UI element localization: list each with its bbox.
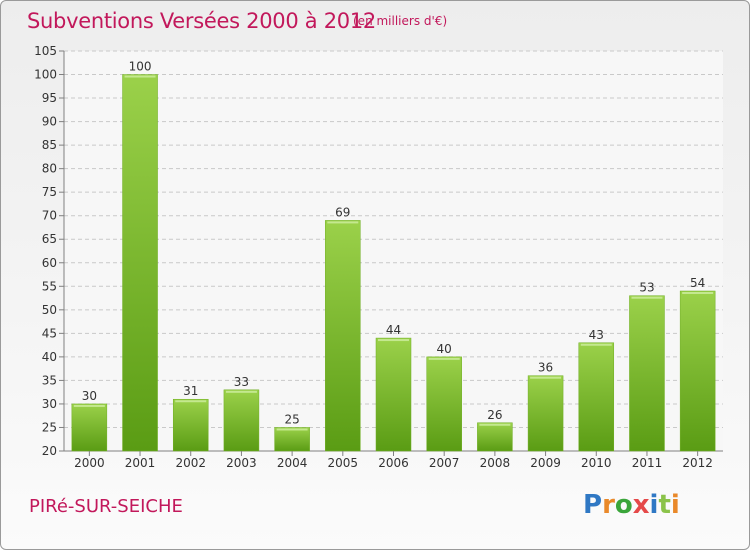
data-label-2008: 26 [487,408,502,422]
y-tick-label: 45 [42,326,57,340]
y-tick-label: 55 [42,279,57,293]
bar-highlight [276,428,308,431]
x-tick-label: 2002 [175,456,206,470]
data-label-2007: 40 [437,342,452,356]
y-tick-label: 95 [42,91,57,105]
data-label-2001: 100 [129,60,152,74]
bar-2011 [629,295,665,452]
y-tick-label: 75 [42,185,57,199]
y-tick-label: 100 [34,68,57,82]
y-tick-label: 25 [42,420,57,434]
x-tick-label: 2006 [378,456,409,470]
x-tick-label: 2000 [74,456,105,470]
bar-2002 [172,398,209,452]
x-tick-label: 2004 [277,456,308,470]
data-label-2011: 53 [639,281,654,295]
x-tick-label: 2003 [226,456,257,470]
x-tick-label: 2010 [581,456,612,470]
bar-2012 [679,290,716,452]
y-tick-label: 70 [42,209,57,223]
data-label-2012: 54 [690,276,705,290]
data-label-2009: 36 [538,361,553,375]
y-tick-label: 105 [34,44,57,58]
bar-highlight [73,404,105,407]
bar-highlight [428,357,460,360]
data-label-2005: 69 [335,205,350,219]
x-tick-label: 2007 [429,456,460,470]
bar-2007 [426,356,462,452]
bar-highlight [327,221,359,224]
x-tick-label: 2001 [125,456,156,470]
bar-2008 [477,422,513,452]
chart-title: Subventions Versées 2000 à 2012 [27,9,376,33]
data-label-2002: 31 [183,384,198,398]
bar-2005 [325,220,361,452]
bar-highlight [225,390,257,393]
data-label-2003: 33 [234,375,249,389]
bar-highlight [631,296,663,299]
data-label-2010: 43 [589,328,604,342]
data-label-2006: 44 [386,323,401,337]
y-tick-label: 50 [42,303,57,317]
y-tick-label: 30 [42,397,57,411]
y-tick-label: 65 [42,232,57,246]
bar-highlight [479,423,511,426]
bar-highlight [124,75,156,78]
x-tick-label: 2009 [530,456,561,470]
data-label-2004: 25 [284,412,299,426]
bar-2009 [527,375,564,452]
bar-highlight [530,376,562,379]
bar-highlight [378,339,409,342]
y-tick-label: 40 [42,350,57,364]
y-tick-label: 90 [42,115,57,129]
commune-name: PIRé-SUR-SEICHE [29,496,183,517]
bar-highlight [682,292,714,294]
y-tick-label: 60 [42,256,57,270]
x-tick-label: 2008 [480,456,511,470]
x-tick-label: 2011 [632,456,663,470]
data-label-2000: 30 [82,389,97,403]
bar-2001 [122,74,158,452]
bar-2004 [274,427,310,452]
bar-highlight [580,343,612,346]
bar-highlight [175,400,207,403]
y-tick-label: 80 [42,162,57,176]
bar-2000 [71,403,108,452]
bar-2010 [578,342,615,452]
y-tick-label: 20 [42,444,57,458]
bar-2003 [223,389,260,452]
x-tick-label: 2012 [682,456,713,470]
proxiti-logo: Proxiti [583,490,680,520]
bar-2006 [375,337,412,452]
y-tick-label: 35 [42,373,57,387]
y-tick-label: 85 [42,138,57,152]
chart-subtitle: (en milliers d'€) [353,14,448,28]
x-tick-label: 2005 [328,456,359,470]
